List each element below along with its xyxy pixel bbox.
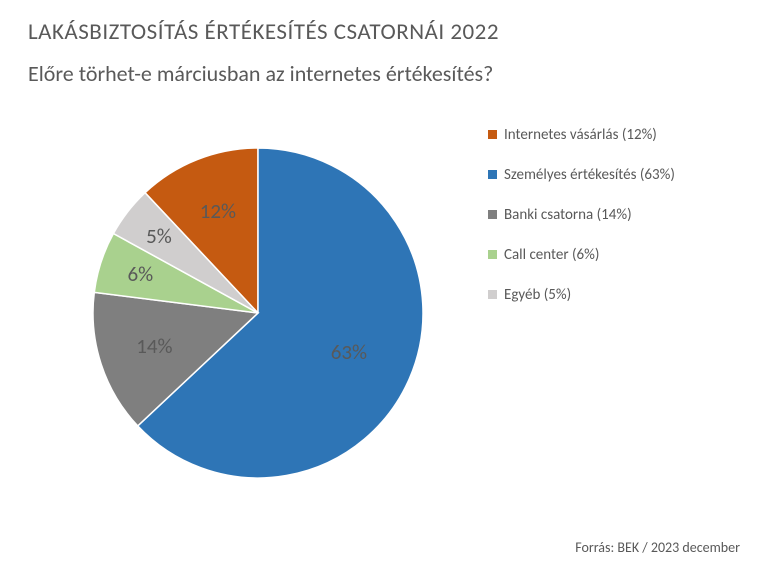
chart-subtitle: Előre törhet-e márciusban az internetes … xyxy=(28,60,740,88)
slice-label-callcenter: 6% xyxy=(127,261,153,287)
legend-swatch xyxy=(488,210,497,219)
legend-label: Banki csatorna (14%) xyxy=(504,206,632,224)
legend-item-szemelyes: Személyes értékesítés (63%) xyxy=(488,166,675,184)
slice-label-internetes: 12% xyxy=(200,198,236,224)
legend-swatch xyxy=(488,250,497,259)
chart-title: LAKÁSBIZTOSÍTÁS ÉRTÉKESÍTÉS CSATORNÁI 20… xyxy=(28,18,740,46)
chart-area: 12% 63% 14% 6% 5% Internetes vásárlás (12%) … xyxy=(28,98,740,498)
legend-swatch xyxy=(488,290,497,299)
chart-source: Forrás: BEK / 2023 december xyxy=(575,539,740,556)
legend-item-banki: Banki csatorna (14%) xyxy=(488,206,675,224)
pie-chart: 12% 63% 14% 6% 5% xyxy=(28,98,448,498)
legend-label: Személyes értékesítés (63%) xyxy=(504,166,675,184)
legend-label: Call center (6%) xyxy=(504,246,599,264)
legend: Internetes vásárlás (12%) Személyes érté… xyxy=(488,126,675,326)
legend-swatch xyxy=(488,170,497,179)
slice-label-egyeb: 5% xyxy=(146,223,172,249)
pie-svg xyxy=(28,98,448,498)
slice-label-banki: 14% xyxy=(136,333,172,359)
legend-swatch xyxy=(488,130,497,139)
legend-item-callcenter: Call center (6%) xyxy=(488,246,675,264)
legend-label: Internetes vásárlás (12%) xyxy=(504,126,657,144)
chart-container: LAKÁSBIZTOSÍTÁS ÉRTÉKESÍTÉS CSATORNÁI 20… xyxy=(0,0,768,570)
legend-item-internetes: Internetes vásárlás (12%) xyxy=(488,126,675,144)
slice-label-szemelyes: 63% xyxy=(331,339,367,365)
legend-label: Egyéb (5%) xyxy=(504,286,571,304)
legend-item-egyeb: Egyéb (5%) xyxy=(488,286,675,304)
